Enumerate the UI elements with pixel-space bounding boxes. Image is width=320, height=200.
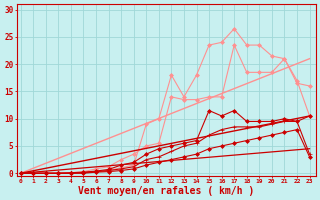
X-axis label: Vent moyen/en rafales ( km/h ): Vent moyen/en rafales ( km/h ) — [78, 186, 254, 196]
